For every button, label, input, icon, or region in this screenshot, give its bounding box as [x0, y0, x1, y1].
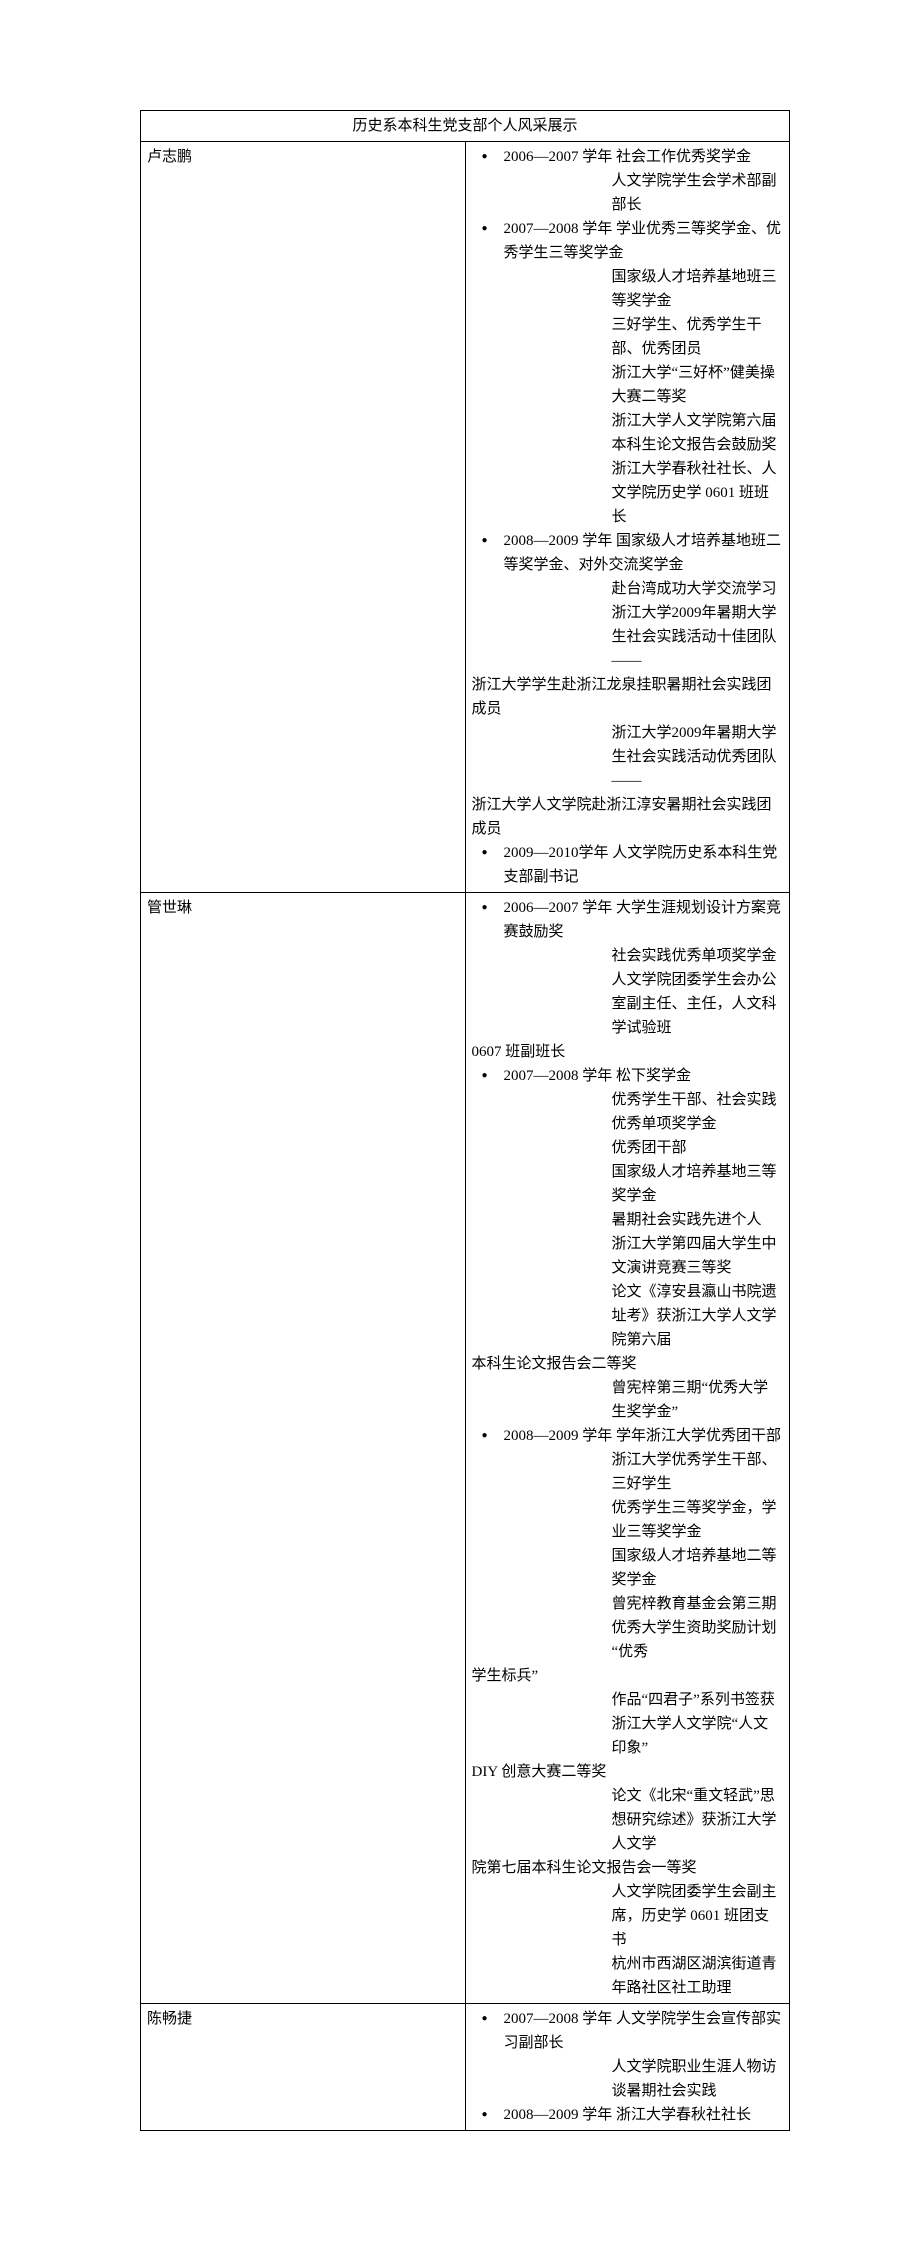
- indent-item: 浙江大学2009年暑期大学生社会实践活动优秀团队——: [472, 721, 784, 793]
- indent-item: 社会实践优秀单项奖学金: [472, 944, 784, 968]
- bullet-item: 2006—2007 学年 大学生涯规划设计方案竞赛鼓励奖: [472, 896, 784, 944]
- wrap-item: 学生标兵”: [472, 1664, 784, 1688]
- bullet-item: 2007—2008 学年 人文学院学生会宣传部实习副部长: [472, 2007, 784, 2055]
- wrap-item: 浙江大学人文学院赴浙江淳安暑期社会实践团成员: [472, 793, 784, 841]
- bullet-item: 2007—2008 学年 松下奖学金: [472, 1064, 784, 1088]
- wrap-item: 院第七届本科生论文报告会一等奖: [472, 1856, 784, 1880]
- title-row: 历史系本科生党支部个人风采展示: [141, 111, 790, 142]
- profile-table: 历史系本科生党支部个人风采展示 卢志鹏2006—2007 学年 社会工作优秀奖学…: [140, 110, 790, 2131]
- indent-item: 国家级人才培养基地二等奖学金: [472, 1544, 784, 1592]
- bullet-item: 2008—2009 学年 浙江大学春秋社社长: [472, 2103, 784, 2127]
- person-name-cell: 陈畅捷: [141, 2004, 466, 2131]
- wrap-item: 本科生论文报告会二等奖: [472, 1352, 784, 1376]
- person-name-cell: 管世琳: [141, 893, 466, 2004]
- bullet-item: 2007—2008 学年 学业优秀三等奖学金、优秀学生三等奖学金: [472, 217, 784, 265]
- table-row: 卢志鹏2006—2007 学年 社会工作优秀奖学金人文学院学生会学术部副部长20…: [141, 142, 790, 893]
- indent-item: 曾宪梓第三期“优秀大学生奖学金”: [472, 1376, 784, 1424]
- table-row: 管世琳2006—2007 学年 大学生涯规划设计方案竞赛鼓励奖社会实践优秀单项奖…: [141, 893, 790, 2004]
- person-name-cell: 卢志鹏: [141, 142, 466, 893]
- indent-item: 曾宪梓教育基金会第三期优秀大学生资助奖励计划 “优秀: [472, 1592, 784, 1664]
- bullet-item: 2009—2010学年 人文学院历史系本科生党支部副书记: [472, 841, 784, 889]
- indent-item: 论文《北宋“重文轻武”思想研究综述》获浙江大学人文学: [472, 1784, 784, 1856]
- indent-item: 人文学院团委学生会办公室副主任、主任，人文科学试验班: [472, 968, 784, 1040]
- person-content-cell: 2006—2007 学年 大学生涯规划设计方案竞赛鼓励奖社会实践优秀单项奖学金人…: [465, 893, 790, 2004]
- table-row: 陈畅捷2007—2008 学年 人文学院学生会宣传部实习副部长人文学院职业生涯人…: [141, 2004, 790, 2131]
- indent-item: 国家级人才培养基地班三等奖学金: [472, 265, 784, 313]
- indent-item: 浙江大学人文学院第六届本科生论文报告会鼓励奖: [472, 409, 784, 457]
- table-title: 历史系本科生党支部个人风采展示: [141, 111, 790, 142]
- indent-item: 人文学院职业生涯人物访谈暑期社会实践: [472, 2055, 784, 2103]
- indent-item: 优秀团干部: [472, 1136, 784, 1160]
- indent-item: 三好学生、优秀学生干部、优秀团员: [472, 313, 784, 361]
- indent-item: 杭州市西湖区湖滨街道青年路社区社工助理: [472, 1952, 784, 2000]
- indent-item: 人文学院团委学生会副主席，历史学 0601 班团支书: [472, 1880, 784, 1952]
- indent-item: 优秀学生干部、社会实践优秀单项奖学金: [472, 1088, 784, 1136]
- indent-item: 论文《淳安县瀛山书院遗址考》获浙江大学人文学院第六届: [472, 1280, 784, 1352]
- indent-item: 浙江大学“三好杯”健美操大赛二等奖: [472, 361, 784, 409]
- indent-item: 优秀学生三等奖学金，学业三等奖学金: [472, 1496, 784, 1544]
- indent-item: 浙江大学2009年暑期大学生社会实践活动十佳团队——: [472, 601, 784, 673]
- bullet-item: 2008—2009 学年 国家级人才培养基地班二等奖学金、对外交流奖学金: [472, 529, 784, 577]
- person-content-cell: 2006—2007 学年 社会工作优秀奖学金人文学院学生会学术部副部长2007—…: [465, 142, 790, 893]
- indent-item: 赴台湾成功大学交流学习: [472, 577, 784, 601]
- person-content-cell: 2007—2008 学年 人文学院学生会宣传部实习副部长人文学院职业生涯人物访谈…: [465, 2004, 790, 2131]
- wrap-item: 0607 班副班长: [472, 1040, 784, 1064]
- indent-item: 浙江大学春秋社社长、人文学院历史学 0601 班班长: [472, 457, 784, 529]
- wrap-item: DIY 创意大赛二等奖: [472, 1760, 784, 1784]
- indent-item: 国家级人才培养基地三等奖学金: [472, 1160, 784, 1208]
- document-page: 历史系本科生党支部个人风采展示 卢志鹏2006—2007 学年 社会工作优秀奖学…: [0, 0, 920, 2241]
- indent-item: 暑期社会实践先进个人: [472, 1208, 784, 1232]
- wrap-item: 浙江大学学生赴浙江龙泉挂职暑期社会实践团成员: [472, 673, 784, 721]
- indent-item: 人文学院学生会学术部副部长: [472, 169, 784, 217]
- indent-item: 浙江大学优秀学生干部、三好学生: [472, 1448, 784, 1496]
- indent-item: 作品“四君子”系列书签获浙江大学人文学院“人文印象”: [472, 1688, 784, 1760]
- bullet-item: 2008—2009 学年 学年浙江大学优秀团干部: [472, 1424, 784, 1448]
- indent-item: 浙江大学第四届大学生中文演讲竞赛三等奖: [472, 1232, 784, 1280]
- bullet-item: 2006—2007 学年 社会工作优秀奖学金: [472, 145, 784, 169]
